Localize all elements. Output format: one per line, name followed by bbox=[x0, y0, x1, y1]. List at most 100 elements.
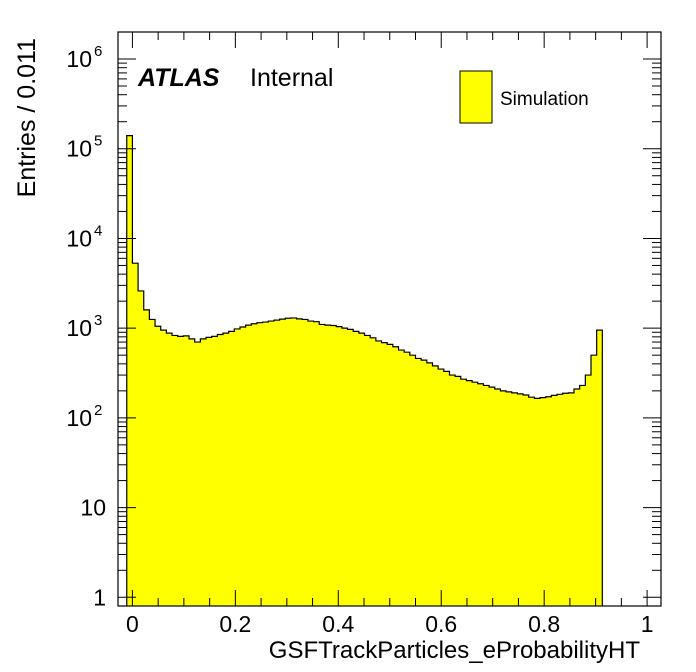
histogram-bar bbox=[494, 388, 501, 606]
histogram-bar bbox=[347, 329, 354, 606]
histogram-bar bbox=[500, 390, 507, 606]
x-tick-label: 0.4 bbox=[322, 611, 354, 637]
histogram-bar bbox=[200, 338, 207, 606]
histogram-bar bbox=[404, 352, 411, 606]
histogram-bar bbox=[155, 326, 162, 606]
histogram-bar bbox=[398, 350, 405, 606]
histogram-bar bbox=[562, 393, 569, 606]
histogram-bar bbox=[574, 388, 580, 606]
histogram-bar bbox=[477, 383, 484, 606]
histogram-bar bbox=[432, 365, 439, 606]
histogram-bar bbox=[375, 340, 382, 606]
y-tick-label-exponent: 5 bbox=[94, 133, 102, 150]
histogram-bar bbox=[341, 328, 348, 606]
histogram-bar bbox=[143, 309, 150, 606]
atlas-label: ATLAS bbox=[137, 64, 220, 92]
histogram-bar bbox=[545, 396, 552, 606]
x-tick-label: 1 bbox=[641, 611, 654, 637]
histogram-bar bbox=[172, 335, 179, 606]
histogram-bar bbox=[319, 324, 326, 606]
y-tick-label-exponent: 4 bbox=[94, 222, 102, 239]
histogram-bar bbox=[489, 387, 496, 606]
histogram-bar bbox=[443, 371, 450, 606]
histogram-bar bbox=[177, 336, 184, 606]
histogram-bar bbox=[455, 376, 462, 606]
histogram-bar bbox=[228, 331, 235, 606]
histogram-bar bbox=[268, 321, 275, 606]
legend-swatch bbox=[459, 70, 493, 124]
x-tick-label: 0.8 bbox=[528, 611, 560, 637]
y-tick-label-exponent: 6 bbox=[94, 43, 102, 60]
x-tick-label: 0.6 bbox=[425, 611, 457, 637]
histogram-bar bbox=[364, 335, 371, 606]
histogram-bar bbox=[472, 382, 479, 606]
histogram-outline bbox=[126, 135, 603, 606]
histogram-bar bbox=[540, 397, 547, 606]
histogram-bar bbox=[579, 385, 586, 606]
histogram-bar bbox=[273, 320, 280, 606]
x-axis-label: GSFTrackParticles_eProbabilityHT bbox=[269, 637, 641, 664]
legend-entry-simulation: Simulation bbox=[500, 89, 589, 110]
y-tick-label: 10 bbox=[66, 136, 92, 162]
x-tick-label: 0.2 bbox=[219, 611, 251, 637]
histogram-bar bbox=[392, 346, 399, 606]
histogram-bar bbox=[511, 392, 518, 606]
histogram-bar bbox=[183, 335, 190, 606]
histogram-bar bbox=[585, 375, 592, 606]
histogram-bar bbox=[557, 394, 563, 606]
histogram-bars bbox=[126, 135, 603, 606]
histogram-bar bbox=[370, 337, 377, 606]
histogram-bar bbox=[206, 337, 212, 606]
y-axis-label: Entries / 0.011 bbox=[13, 38, 41, 197]
y-tick-label: 10 bbox=[66, 225, 92, 251]
histogram-bar bbox=[381, 342, 388, 606]
histogram-bar bbox=[296, 318, 303, 606]
histogram-bar bbox=[426, 362, 433, 606]
y-tick-label: 10 bbox=[66, 405, 92, 431]
histogram-bar bbox=[290, 317, 297, 606]
histogram-bar bbox=[517, 393, 524, 606]
histogram-bar bbox=[262, 322, 269, 606]
histogram-bar bbox=[307, 321, 314, 606]
histogram-bar bbox=[217, 334, 224, 606]
y-tick-label: 1 bbox=[93, 584, 106, 610]
histogram-bar bbox=[285, 318, 292, 606]
histogram-bar bbox=[245, 325, 252, 606]
histogram-bar bbox=[528, 397, 535, 606]
y-tick-label: 10 bbox=[80, 495, 106, 521]
histogram-bar bbox=[466, 380, 473, 606]
histogram-bar bbox=[387, 344, 394, 606]
histogram-bar bbox=[483, 385, 490, 606]
histogram-bar bbox=[194, 342, 201, 606]
histogram-bar bbox=[353, 331, 360, 606]
histogram-bar bbox=[506, 391, 513, 606]
y-tick-label: 10 bbox=[66, 46, 92, 72]
histogram-bar bbox=[126, 135, 133, 606]
y-tick-label-exponent: 2 bbox=[94, 402, 102, 419]
histogram-bar bbox=[568, 392, 575, 606]
histogram-bar bbox=[449, 375, 456, 606]
histogram-bar bbox=[211, 336, 218, 606]
histogram-bar bbox=[234, 328, 241, 606]
x-tick-label: 0 bbox=[126, 611, 139, 637]
internal-label: Internal bbox=[250, 64, 333, 92]
histogram-bar bbox=[279, 319, 286, 606]
y-tick-label: 10 bbox=[66, 315, 92, 341]
histogram-bar bbox=[149, 319, 156, 606]
histogram-bar bbox=[132, 263, 139, 606]
histogram-bar bbox=[551, 395, 558, 606]
histogram-bar bbox=[596, 330, 603, 606]
histogram-bar bbox=[166, 333, 173, 606]
histogram-bar bbox=[460, 379, 467, 606]
histogram-bar bbox=[313, 321, 320, 606]
histogram-bar bbox=[222, 333, 229, 606]
histogram-bar bbox=[138, 290, 145, 606]
histogram-bar bbox=[591, 355, 597, 606]
histogram-bar bbox=[302, 319, 309, 606]
histogram-bar bbox=[324, 325, 331, 606]
histogram-bar bbox=[421, 360, 428, 606]
histogram-bar bbox=[160, 330, 167, 606]
tick-marks bbox=[118, 31, 661, 606]
